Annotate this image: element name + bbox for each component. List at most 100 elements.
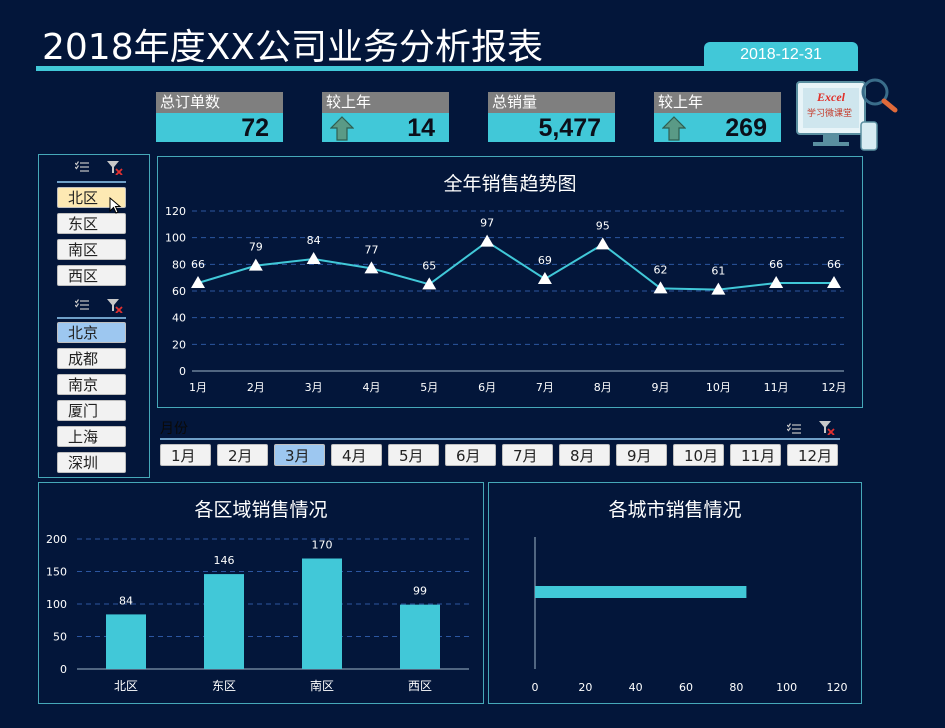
x-tick-label: 100 [776,681,797,694]
x-tick-label: 80 [729,681,743,694]
dashboard-title: 2018年度XX公司业务分析报表 [42,27,543,68]
hbar-chart: 0 20 40 60 80 100 120 [532,537,848,694]
slicer-item-city-shenzhen[interactable]: 深圳 [57,452,126,473]
excel-logo: Excel 学习微课堂 [795,76,899,156]
month-item-10[interactable]: 10月 [673,444,724,466]
slicer-item-region-north[interactable]: 北区 [57,187,126,208]
y-tick-label: 100 [165,232,186,245]
y-tick-label: 150 [46,566,67,579]
trend-chart-panel: 全年销售趋势图 0 20 40 60 80 100 120 1月 2月 3月 4月 5月 6月 7月 8月 9… [157,156,863,408]
kpi-label: 总销量 [488,92,615,113]
kpi-sales-change: 较上年 269 [654,92,781,142]
chart-title: 各城市销售情况 [608,499,742,521]
x-tick-label: 20 [578,681,592,694]
y-tick-label: 100 [46,598,67,611]
bar [302,558,342,669]
slicer-item-region-west[interactable]: 西区 [57,265,126,286]
data-label: 61 [711,265,725,278]
month-item-3[interactable]: 3月 [274,444,325,466]
month-item-8[interactable]: 8月 [559,444,610,466]
y-tick-label: 80 [172,258,186,271]
x-tick-label: 60 [679,681,693,694]
multi-select-icon[interactable] [74,161,89,176]
slicer-item-city-xiamen[interactable]: 厦门 [57,400,126,421]
slicer-item-city-nanjing[interactable]: 南京 [57,374,126,395]
slicer-panel: 北区 东区 南区 西区 北京 成都 南京 厦门 上海 深圳 [38,154,150,478]
data-point [827,276,841,288]
x-tick-label: 40 [629,681,643,694]
slicer-item-region-east[interactable]: 东区 [57,213,126,234]
y-tick-label: 40 [172,312,186,325]
up-arrow-icon [330,116,354,141]
bar [535,586,747,598]
data-label: 95 [596,219,610,232]
up-arrow-icon [662,116,686,141]
clear-filter-icon[interactable] [819,420,835,439]
data-label: 84 [307,234,321,247]
x-tick-label: 8月 [594,381,612,394]
month-item-7[interactable]: 7月 [502,444,553,466]
kpi-value: 72 [241,114,269,142]
data-label: 99 [413,585,427,598]
data-point [422,277,437,290]
kpi-orders-change: 较上年 14 [322,92,449,142]
x-tick-label: 北区 [114,679,138,693]
month-slicer-header: 月份 [160,421,188,437]
clear-filter-icon[interactable] [107,161,123,178]
slicer-item-city-shanghai[interactable]: 上海 [57,426,126,447]
data-label: 97 [480,217,494,230]
month-item-2[interactable]: 2月 [217,444,268,466]
kpi-value: 5,477 [538,114,601,142]
logo-subtitle: 学习微课堂 [807,109,853,119]
slicer-item-city-chengdu[interactable]: 成都 [57,348,126,369]
x-tick-label: 西区 [408,679,432,693]
data-label: 66 [827,258,841,271]
data-label: 77 [364,243,378,256]
series-line [197,240,834,291]
data-label: 66 [191,258,205,271]
mouse-cursor-icon [109,197,122,214]
x-tick-label: 5月 [420,381,438,394]
month-slicer-divider [160,438,840,440]
slicer-item-region-south[interactable]: 南区 [57,239,126,260]
clear-filter-icon[interactable] [107,299,123,316]
data-label: 65 [422,259,436,272]
y-tick-label: 120 [165,205,186,218]
kpi-value: 269 [725,114,767,142]
multi-select-icon[interactable] [786,420,801,439]
y-tick-label: 0 [60,663,67,676]
data-point [769,276,784,288]
slicer-divider [57,317,126,319]
logo-brand: Excel [817,90,845,104]
data-point [711,282,726,295]
month-item-9[interactable]: 9月 [616,444,667,466]
x-tick-label: 1月 [189,381,207,394]
data-point [191,276,205,288]
monitor-icon [796,78,898,151]
city-chart-panel: 各城市销售情况 0 20 40 60 80 100 120 [488,482,862,704]
data-label: 62 [654,263,668,276]
chart-title: 全年销售趋势图 [443,173,577,195]
x-tick-label: 6月 [478,381,496,394]
data-point [653,281,668,294]
data-point [248,258,263,271]
data-point [480,234,495,247]
month-item-12[interactable]: 12月 [787,444,838,466]
data-label: 66 [769,258,783,271]
data-label: 170 [312,539,333,552]
month-item-11[interactable]: 11月 [730,444,781,466]
multi-select-icon[interactable] [74,299,89,314]
data-label: 84 [119,594,133,607]
month-item-1[interactable]: 1月 [160,444,211,466]
month-item-5[interactable]: 5月 [388,444,439,466]
month-item-6[interactable]: 6月 [445,444,496,466]
y-tick-label: 50 [53,631,67,644]
y-tick-label: 60 [172,285,186,298]
report-date: 2018-12-31 [704,42,858,68]
slicer-item-city-beijing[interactable]: 北京 [57,322,126,343]
y-tick-label: 20 [172,338,186,351]
data-point [306,252,321,264]
kpi-total-orders: 总订单数 72 [156,92,283,142]
data-point [364,261,379,274]
month-item-4[interactable]: 4月 [331,444,382,466]
